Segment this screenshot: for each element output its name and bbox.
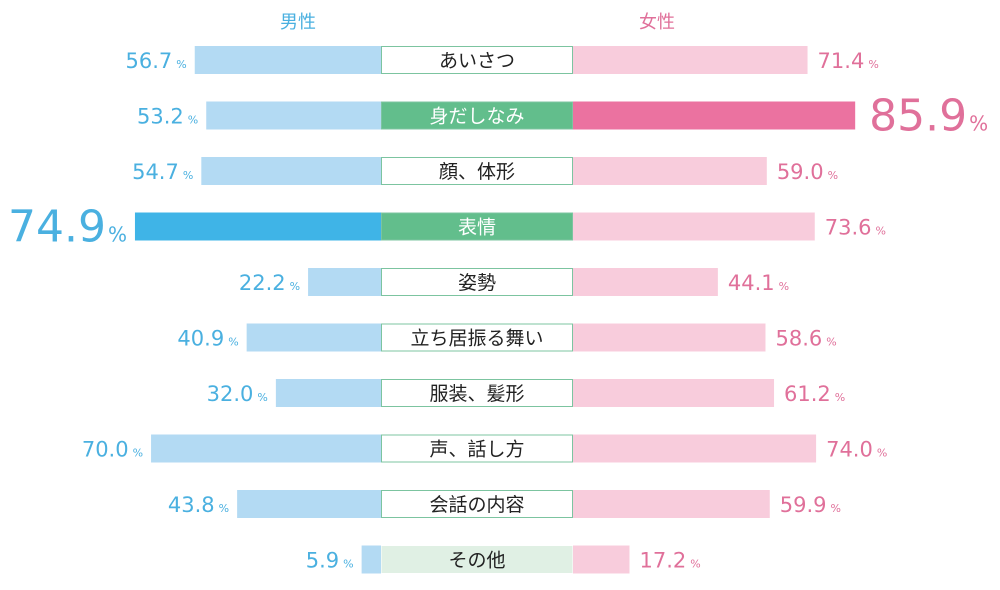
value-label-female: 71.4% [818, 49, 879, 73]
legend-female: 女性 [639, 12, 675, 33]
category-box [381, 268, 573, 296]
bar-male [151, 434, 381, 463]
bar-male [275, 379, 381, 407]
bar-female [573, 212, 815, 241]
value-label-male: 32.0% [207, 382, 268, 406]
bar-female [573, 46, 808, 74]
value-label-male: 70.0% [82, 438, 143, 462]
bar-female [573, 434, 817, 463]
category-label: 会話の内容 [429, 494, 524, 516]
bar-male [308, 268, 381, 296]
bar-female [573, 268, 718, 296]
value-label-female: 17.2% [640, 549, 701, 573]
value-label-male: 74.9% [8, 202, 127, 253]
value-label-female: 59.9% [780, 493, 841, 517]
value-label-male: 54.7% [132, 160, 193, 184]
bar-male [194, 46, 381, 74]
category-label: あいさつ [439, 50, 515, 72]
category-label: 立ち居振る舞い [410, 328, 543, 350]
category-box [381, 434, 573, 463]
value-label-female: 44.1% [728, 271, 789, 295]
value-label-male: 43.8% [168, 493, 229, 517]
category-box [381, 46, 573, 74]
value-label-male: 53.2% [137, 105, 198, 129]
value-label-male: 22.2% [239, 271, 300, 295]
value-label-male: 5.9% [306, 549, 354, 573]
bar-female [573, 101, 856, 130]
bar-male [201, 157, 381, 185]
bar-female [573, 545, 630, 574]
bar-female [573, 379, 775, 407]
category-box [381, 212, 573, 241]
legend-male: 男性 [280, 12, 316, 33]
category-label: 顔、体形 [439, 161, 515, 183]
value-label-female: 85.9% [869, 91, 988, 142]
category-box [381, 157, 573, 185]
category-label: 表情 [458, 217, 496, 239]
category-box [381, 379, 573, 407]
value-label-female: 58.6% [776, 327, 837, 351]
category-label: その他 [448, 550, 505, 572]
category-box [381, 101, 573, 130]
value-label-male: 56.7% [126, 49, 187, 73]
value-label-female: 61.2% [784, 382, 845, 406]
value-label-female: 59.0% [777, 160, 838, 184]
category-label: 声、話し方 [429, 439, 524, 461]
category-box [381, 490, 573, 518]
category-label: 身だしなみ [429, 106, 524, 128]
value-label-male: 40.9% [177, 327, 238, 351]
bar-male [206, 101, 381, 130]
value-label-female: 73.6% [825, 216, 886, 240]
category-label: 服装、髪形 [429, 383, 524, 405]
bar-male [246, 323, 381, 352]
bar-male [237, 490, 381, 518]
bar-female [573, 157, 767, 185]
category-label: 姿勢 [458, 272, 496, 294]
category-box [381, 323, 573, 352]
value-label-female: 74.0% [826, 438, 887, 462]
bar-female [573, 490, 770, 518]
category-box [381, 546, 573, 573]
bar-female [573, 323, 766, 352]
bar-male [134, 212, 381, 241]
bar-male [361, 545, 381, 574]
